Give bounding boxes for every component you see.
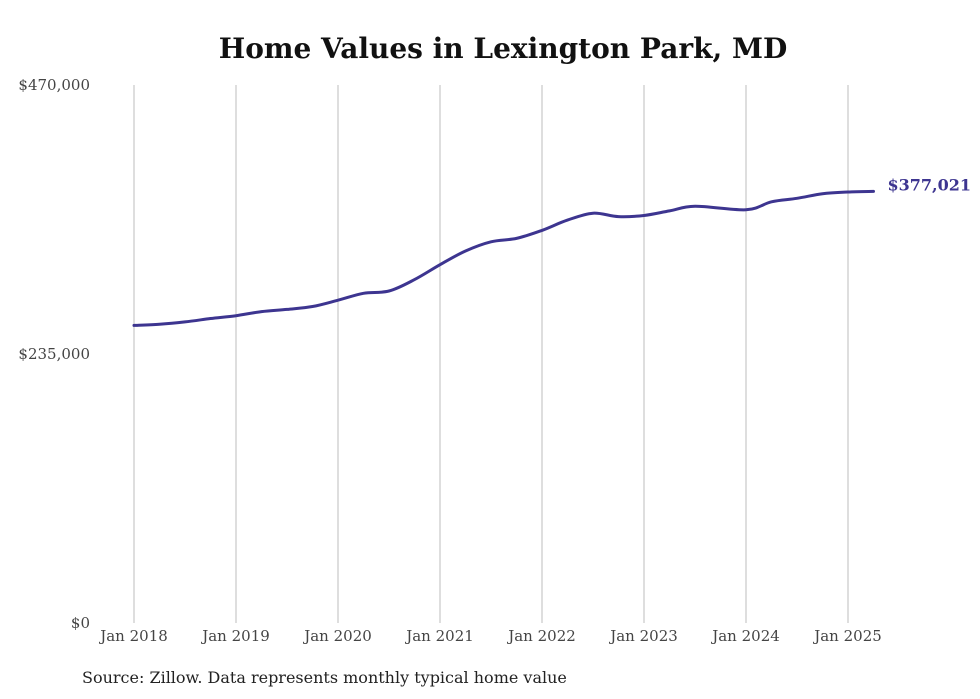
chart-title: Home Values in Lexington Park, MD — [219, 32, 788, 65]
x-tick-label: Jan 2021 — [404, 627, 474, 645]
series-layer: $377,021 — [132, 175, 972, 327]
y-tick-label: $235,000 — [18, 345, 90, 363]
series-line — [132, 189, 875, 327]
x-tick-label: Jan 2020 — [302, 627, 372, 645]
x-tick-label: Jan 2025 — [812, 627, 882, 645]
y-tick-label: $470,000 — [18, 76, 90, 94]
x-tick-label: Jan 2023 — [608, 627, 678, 645]
end-value-label: $377,021 — [888, 175, 972, 194]
y-tick-label: $0 — [71, 614, 90, 632]
x-tick-label: Jan 2018 — [98, 627, 168, 645]
x-tick-label: Jan 2019 — [200, 627, 270, 645]
x-tick-label: Jan 2024 — [710, 627, 780, 645]
x-axis-ticks: Jan 2018 Jan 2019 Jan 2020 Jan 2021 Jan 2022… — [98, 627, 882, 645]
gridlines — [133, 85, 849, 623]
y-axis-ticks: $0 $235,000 $470,000 — [18, 76, 90, 632]
x-tick-label: Jan 2022 — [506, 627, 576, 645]
source-note: Source: Zillow. Data represents monthly … — [82, 668, 567, 687]
